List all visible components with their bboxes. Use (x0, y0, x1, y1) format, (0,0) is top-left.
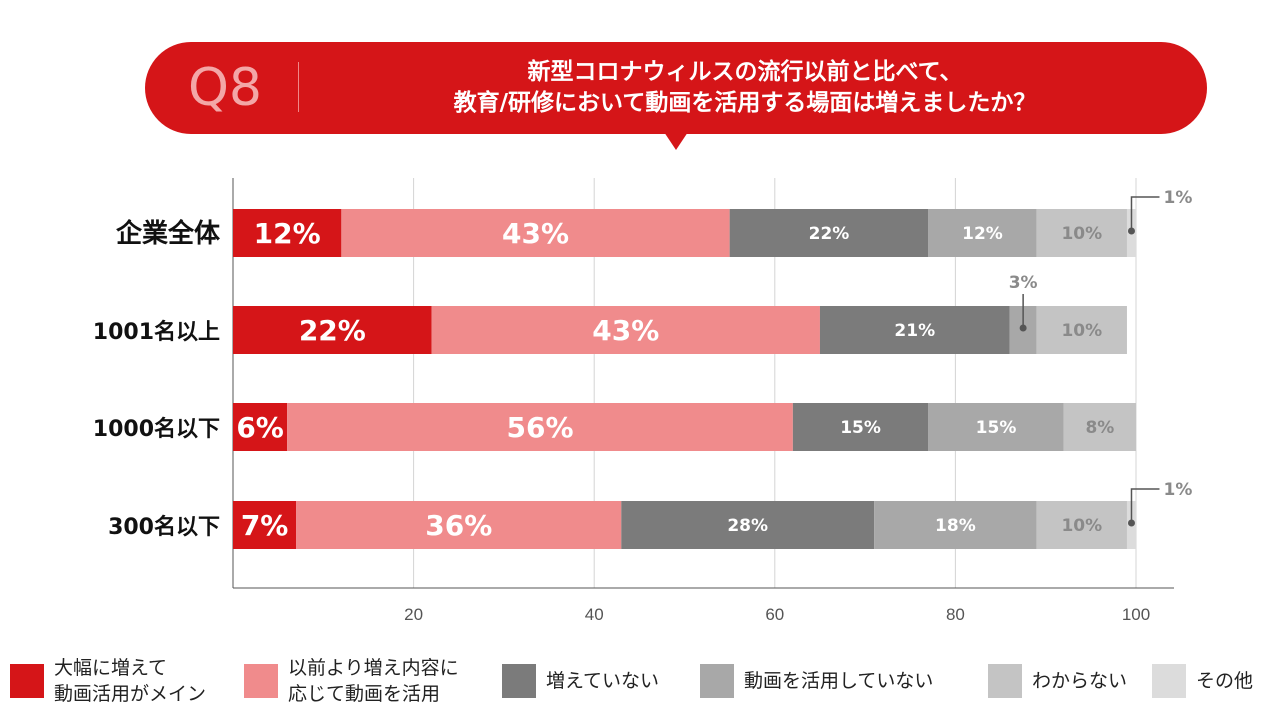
legend-swatch (700, 664, 734, 698)
data-label: 43% (592, 314, 659, 347)
bar-segment (233, 306, 432, 354)
bar-segment (792, 403, 929, 451)
data-label: 28% (727, 516, 768, 536)
stacked-bar-chart: 20 40 60 80 100 企業全体 1001名以上 1000名以下 300名以下 12% 43… (93, 178, 1192, 624)
x-tick-label-80: 80 (946, 605, 965, 624)
bar-segment (1063, 403, 1136, 451)
data-label: 12% (962, 224, 1003, 244)
data-label: 15% (976, 418, 1017, 438)
data-label: 21% (894, 321, 935, 341)
question-text-line-1: 新型コロナウィルスの流行以前と比べて、 (527, 59, 963, 85)
bar-segment (1036, 209, 1127, 257)
data-label: 22% (299, 314, 366, 347)
question-divider (298, 62, 299, 112)
bar-segment (341, 209, 730, 257)
data-label: 7% (241, 509, 289, 542)
data-label: 8% (1085, 418, 1114, 438)
bar-segment (1036, 306, 1127, 354)
bar-segment (928, 403, 1064, 451)
data-label: 12% (254, 217, 321, 250)
callout-label: 3% (1009, 273, 1038, 293)
bar-segment (621, 501, 875, 549)
data-label: 22% (809, 224, 850, 244)
callout-label: 1% (1163, 480, 1192, 500)
data-label: 43% (502, 217, 569, 250)
legend-label: 大幅に増えて 動画活用がメイン (54, 657, 207, 705)
legend-label: 以前より増え内容に 応じて動画を活用 (288, 657, 459, 705)
data-label: 56% (507, 411, 574, 444)
bar-segment (1036, 501, 1127, 549)
bar-segment (233, 501, 297, 549)
data-label: 15% (840, 418, 881, 438)
bar-segment (431, 306, 820, 354)
callout-leader (1130, 488, 1160, 523)
question-text-line-2: 教育/研修において動画を活用する場面は増えましたか？ (453, 90, 1037, 116)
data-label: 10% (1061, 321, 1102, 341)
legend-swatch (502, 664, 536, 698)
x-tick-label-20: 20 (404, 605, 423, 624)
callout-label: 1% (1163, 188, 1192, 208)
data-label: 36% (425, 509, 492, 542)
legend-label: 動画を活用していない (744, 670, 934, 692)
bar-segment (287, 403, 793, 451)
data-label: 6% (236, 411, 284, 444)
bar-segment (874, 501, 1037, 549)
x-tick-label-100: 100 (1122, 605, 1150, 624)
category-label: 300名以下 (108, 514, 220, 540)
bar-segment (729, 209, 929, 257)
data-label: 18% (935, 516, 976, 536)
bar-segment (928, 209, 1037, 257)
x-tick-label-40: 40 (585, 605, 604, 624)
data-label: 10% (1061, 224, 1102, 244)
callout-leader (1130, 196, 1160, 231)
bar-segment (296, 501, 622, 549)
legend-swatch (988, 664, 1022, 698)
legend-swatch (244, 664, 278, 698)
data-label: 10% (1061, 516, 1102, 536)
question-number: Q8 (188, 58, 263, 118)
bar-segment (233, 209, 342, 257)
bar-segment (819, 306, 1010, 354)
legend-swatch (1152, 664, 1186, 698)
legend-label: わからない (1032, 670, 1128, 692)
category-label: 企業全体 (116, 218, 221, 249)
chart-legend: 大幅に増えて 動画活用がメイン 以前より増え内容に 応じて動画を活用 増えていない 動… (10, 652, 1272, 712)
legend-swatch (10, 664, 44, 698)
category-label: 1000名以下 (93, 416, 220, 442)
question-banner-pointer (664, 132, 688, 150)
legend-label: 増えていない (546, 670, 660, 692)
bar-segment (233, 403, 288, 451)
legend-label: その他 (1196, 670, 1254, 692)
question-banner (145, 42, 1207, 134)
x-tick-label-60: 60 (765, 605, 784, 624)
category-label: 1001名以上 (93, 319, 220, 345)
